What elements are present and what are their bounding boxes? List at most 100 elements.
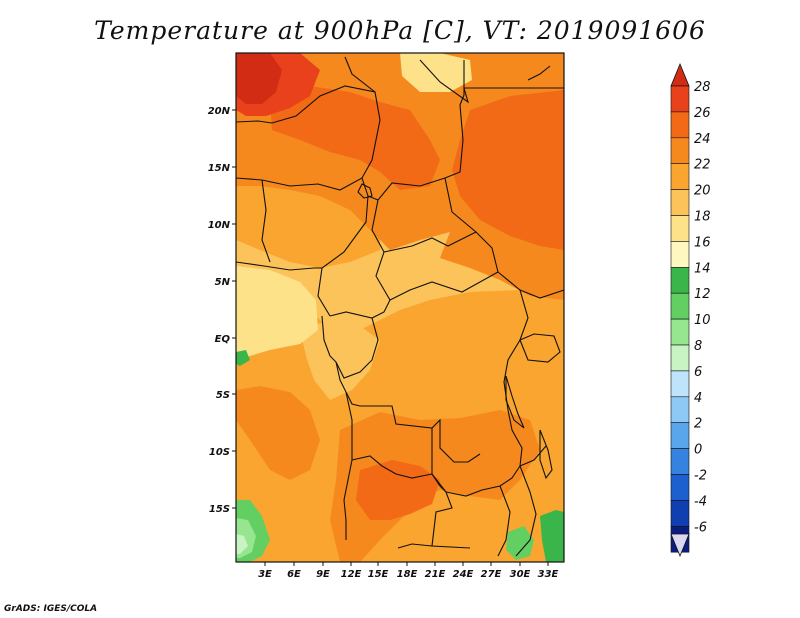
border-nigeria-west: [261, 179, 271, 263]
colorbar-label-11: 6: [694, 365, 702, 380]
colorbar-box-10: [670, 344, 690, 372]
border-west-africa-north: [236, 85, 381, 179]
border-cameroon: [317, 195, 369, 317]
border-west-coast: [236, 261, 322, 271]
lat-label-eq: EQ: [215, 334, 231, 345]
lat-label-20n: 20N: [208, 106, 231, 117]
lon-label-27e: 27E: [481, 569, 502, 580]
colorbar-box-5: [670, 215, 690, 242]
colorbar-label-14: 0: [694, 443, 702, 458]
border-namibia-sa: [397, 543, 433, 549]
border-lake-victoria: [519, 333, 561, 363]
border-angola-namibia: [351, 455, 433, 479]
lon-label-12e: 12E: [341, 569, 362, 580]
colorbar-label-9: 10: [694, 313, 711, 328]
colorbar-label-10: 8: [694, 339, 702, 354]
colorbar-label-4: 20: [694, 184, 711, 199]
lon-label-15e: 15E: [368, 569, 389, 580]
field-20c-central: [300, 320, 380, 400]
border-car-chad: [371, 199, 477, 253]
lat-label-5s: 5S: [216, 390, 230, 401]
colorbar-top-arrow: [670, 62, 690, 87]
lat-ticks: [232, 109, 236, 509]
border-car-drc: [375, 251, 499, 301]
border-mozambique: [497, 485, 511, 557]
colorbar-label-6: 16: [694, 235, 711, 250]
colorbar-label-0: 28: [694, 80, 711, 95]
lon-label-3e: 3E: [258, 569, 272, 580]
field-coolest-southwest: [236, 534, 248, 554]
lon-label-24e: 24E: [453, 569, 474, 580]
map-title: Temperature at 900hPa [C], VT: 201909160…: [94, 16, 706, 45]
field-26c-east: [452, 90, 564, 250]
lon-label-30e: 30E: [510, 569, 531, 580]
field-cooler-southeast: [506, 526, 534, 560]
colorbar-label-12: 4: [694, 391, 702, 406]
colorbar-box-16: [670, 500, 690, 527]
border-lake-tanganyika: [505, 375, 525, 429]
lat-label-10n: 10N: [208, 220, 231, 231]
colorbar-label-13: 2: [694, 417, 702, 432]
border-sudan-south: [444, 177, 564, 299]
colorbar-box-1: [670, 111, 690, 139]
colorbar-box-11: [670, 370, 690, 398]
lon-label-21e: 21E: [425, 569, 446, 580]
lon-label-18e: 18E: [397, 569, 418, 580]
colorbar-box-8: [670, 292, 690, 320]
longitude-axis: 3E 6E 9E 12E 15E 18E 21E 24E 27E 30E 33E: [258, 562, 559, 580]
colorbar-bottom-arrow: [670, 533, 690, 558]
border-niger-chad-nigeria: [236, 177, 379, 201]
colorbar-box-0: [670, 85, 690, 113]
colorbar-box-4: [670, 189, 690, 216]
lon-label-9e: 9E: [316, 569, 330, 580]
field-18c-north: [400, 53, 472, 92]
border-gabon-coast: [321, 315, 337, 363]
colorbar-box-3: [670, 163, 690, 190]
colorbar-boxes: [670, 85, 690, 553]
colorbar-label-16: -4: [694, 494, 707, 509]
colorbar-label-7: 14: [694, 261, 711, 276]
map-frame: [235, 52, 565, 563]
lon-label-33e: 33E: [538, 569, 559, 580]
colorbar-label-3: 22: [694, 158, 711, 173]
field-cool-west-coast: [236, 350, 250, 366]
border-congo-drc: [335, 317, 379, 379]
field-cool-southeast: [540, 510, 564, 562]
colorbar-box-2: [670, 137, 690, 165]
lon-ticks: [264, 562, 549, 566]
border-angola-coast: [335, 361, 353, 540]
colorbar-box-14: [670, 448, 690, 475]
border-egypt-sudan: [419, 59, 564, 104]
colorbar-box-7: [670, 266, 690, 294]
lat-label-15s: 15S: [209, 504, 230, 515]
colorbar-box-13: [670, 422, 690, 449]
temperature-field: [236, 53, 564, 562]
credit-text: GrADS: IGES/COLA: [4, 604, 98, 614]
colorbar-label-1: 26: [694, 106, 711, 121]
colorbar-label-5: 18: [694, 210, 711, 225]
colorbar-box-15: [670, 474, 690, 501]
lat-label-5n: 5N: [215, 277, 231, 288]
lat-label-15n: 15N: [208, 163, 231, 174]
country-borders: [236, 56, 564, 557]
colorbar-label-8: 12: [694, 287, 711, 302]
border-zambia-zimbabwe: [445, 465, 521, 497]
border-east-coast-south: [515, 465, 537, 557]
colorbar-box-12: [670, 396, 690, 423]
field-18c-west: [236, 266, 318, 360]
border-lake-malawi: [539, 429, 553, 480]
border-east-africa: [503, 289, 547, 467]
colorbar-box-6: [670, 241, 690, 268]
latitude-axis: 20N 15N 10N 5N EQ 5S 10S 15S: [208, 106, 236, 515]
border-namibia-botswana: [431, 473, 471, 549]
border-libya-chad: [344, 56, 376, 93]
field-26c-north: [270, 86, 440, 190]
colorbar-label-15: -2: [694, 469, 707, 484]
field-26c-south: [356, 460, 440, 520]
lat-label-10s: 10S: [209, 447, 230, 458]
colorbar-label-17: -6: [694, 520, 707, 535]
field-24c-west: [236, 386, 320, 480]
